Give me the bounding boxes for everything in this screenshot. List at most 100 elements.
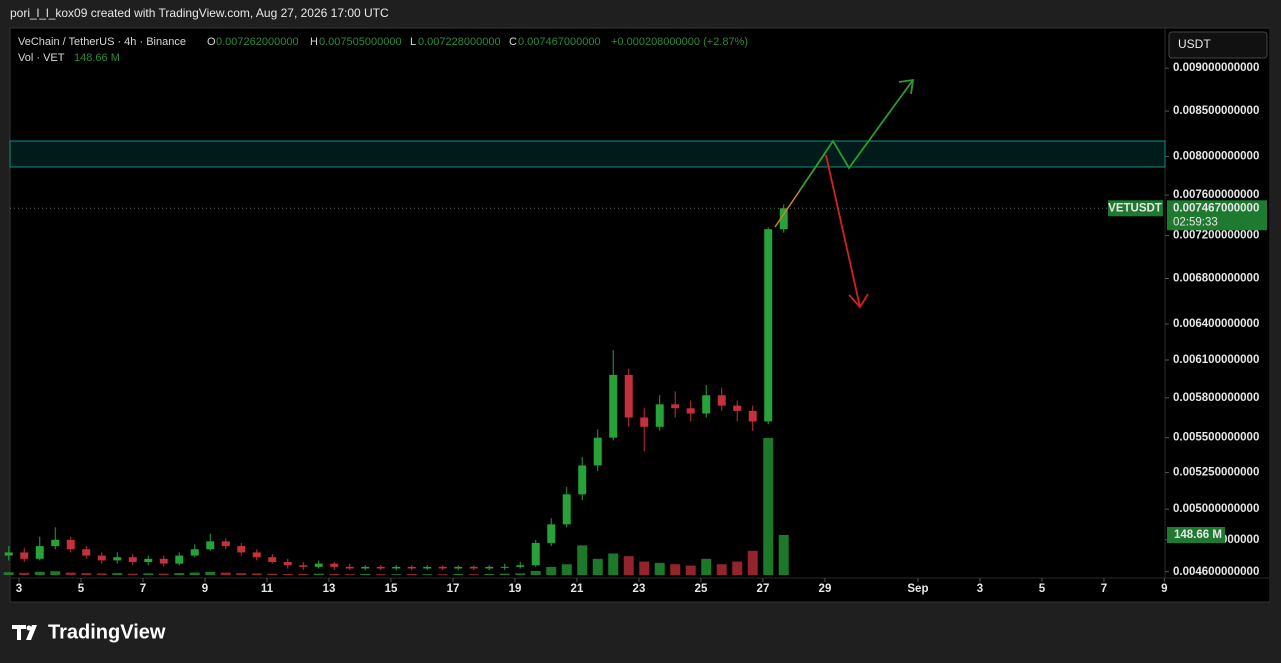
- x-tick-label: 7: [1101, 583, 1107, 595]
- candle-body: [764, 229, 773, 422]
- x-tick-label: 7: [140, 583, 146, 595]
- last-price-label: 0.007467000000: [1173, 202, 1259, 214]
- x-tick-label: 21: [571, 583, 584, 595]
- volume-legend-value: 148.66 M: [74, 52, 120, 64]
- x-tick-label: 3: [16, 583, 22, 595]
- candle-body: [423, 566, 432, 569]
- y-tick-label: 0.008000000000: [1173, 151, 1259, 163]
- candle-body: [485, 566, 494, 569]
- candle-body: [144, 558, 153, 563]
- candle-body: [97, 555, 106, 561]
- y-tick-label: 0.006100000000: [1173, 354, 1259, 366]
- candle-body: [376, 566, 385, 569]
- candle-body: [206, 541, 215, 550]
- volume-bar: [174, 573, 185, 575]
- volume-bar: [763, 438, 774, 575]
- currency-label[interactable]: USDT: [1178, 37, 1211, 51]
- y-tick-label: 0.007600000000: [1173, 189, 1259, 201]
- candle-body: [252, 552, 261, 558]
- candle-body: [531, 542, 540, 566]
- candle-body: [547, 524, 556, 543]
- candle-body: [35, 546, 44, 559]
- volume-bar: [112, 573, 123, 575]
- bullish-path: [799, 79, 914, 191]
- candle-body: [469, 566, 478, 569]
- volume-bar: [143, 573, 154, 575]
- volume-bar: [747, 550, 758, 575]
- volume-bar: [515, 573, 526, 575]
- y-tick-label: 0.006800000000: [1173, 273, 1259, 285]
- x-tick-label: 19: [509, 583, 522, 595]
- candle-body: [159, 558, 168, 564]
- volume-bar: [654, 562, 665, 575]
- axis-edge-mask: [1270, 28, 1281, 602]
- volume-bar: [360, 573, 371, 575]
- candle-body: [655, 404, 664, 427]
- volume-bar: [499, 573, 510, 575]
- volume-bar: [608, 553, 619, 575]
- candle-body: [299, 565, 308, 567]
- x-tick-label: 5: [78, 583, 85, 595]
- volume-bar: [685, 565, 696, 575]
- candle-body: [221, 541, 230, 547]
- y-tick-label: 0.007200000000: [1173, 230, 1259, 242]
- attribution: pori_l_l_kox09 created with TradingView.…: [10, 6, 389, 20]
- ticker-badge: [1108, 200, 1163, 217]
- volume-bar: [34, 571, 45, 575]
- y-tick-label: 0.005500000000: [1173, 432, 1259, 444]
- candle-body: [500, 566, 509, 568]
- x-tick-label: 3: [977, 583, 983, 595]
- x-tick-label: 17: [447, 583, 460, 595]
- chart-panel: [9, 27, 1271, 603]
- close-value: 0.007467000000: [518, 36, 601, 48]
- candle-body: [640, 417, 649, 427]
- volume-bar: [65, 572, 76, 575]
- candle-body: [438, 566, 447, 569]
- volume-bar: [468, 574, 479, 575]
- candle-body: [562, 494, 571, 525]
- candle-body: [392, 566, 401, 569]
- open-label: O: [207, 36, 216, 48]
- volume-bar: [205, 571, 216, 575]
- volume-bar: [561, 564, 572, 575]
- y-tick-label: 0.006400000000: [1173, 318, 1259, 330]
- volume-bar: [453, 573, 464, 575]
- volume-bar: [701, 558, 712, 575]
- candle-body: [624, 374, 633, 418]
- candle-body: [330, 563, 339, 567]
- arrow-head: [848, 293, 869, 309]
- volume-bar: [236, 573, 247, 575]
- volume-axis-label: 148.66 M: [1174, 529, 1222, 541]
- volume-bar: [3, 572, 14, 575]
- y-tick-label: 0.005000000000: [1173, 503, 1259, 515]
- bearish-path: [825, 154, 861, 308]
- open-value: 0.007262000000: [216, 36, 299, 48]
- candle-body: [733, 405, 742, 411]
- volume-bar: [437, 574, 448, 575]
- volume-bar: [96, 573, 107, 575]
- candle-body: [779, 208, 788, 230]
- candle-body: [268, 557, 277, 563]
- x-tick-label: 5: [1039, 583, 1046, 595]
- candle-body: [361, 566, 370, 569]
- volume-bar: [158, 573, 169, 575]
- logo-dot: [26, 625, 32, 631]
- y-tick-label: 0.005800000000: [1173, 392, 1259, 404]
- volume-bar: [778, 534, 789, 575]
- volume-bar: [251, 573, 262, 575]
- volume-bar: [81, 573, 92, 575]
- symbol: VeChain / TetherUS · 4h · Binance: [18, 36, 186, 48]
- currency-button[interactable]: [1168, 31, 1268, 59]
- y-tick-label: 0.005250000000: [1173, 467, 1259, 479]
- candle-body: [237, 546, 246, 553]
- candle-body: [128, 557, 137, 563]
- volume-badge: [1167, 526, 1225, 543]
- candle-body: [4, 552, 13, 556]
- candle-body: [717, 395, 726, 406]
- volume-bar: [732, 561, 743, 575]
- volume-bar: [50, 571, 61, 575]
- volume-bar: [484, 573, 495, 575]
- x-tick-label: 23: [633, 583, 646, 595]
- arrow-head: [898, 78, 915, 95]
